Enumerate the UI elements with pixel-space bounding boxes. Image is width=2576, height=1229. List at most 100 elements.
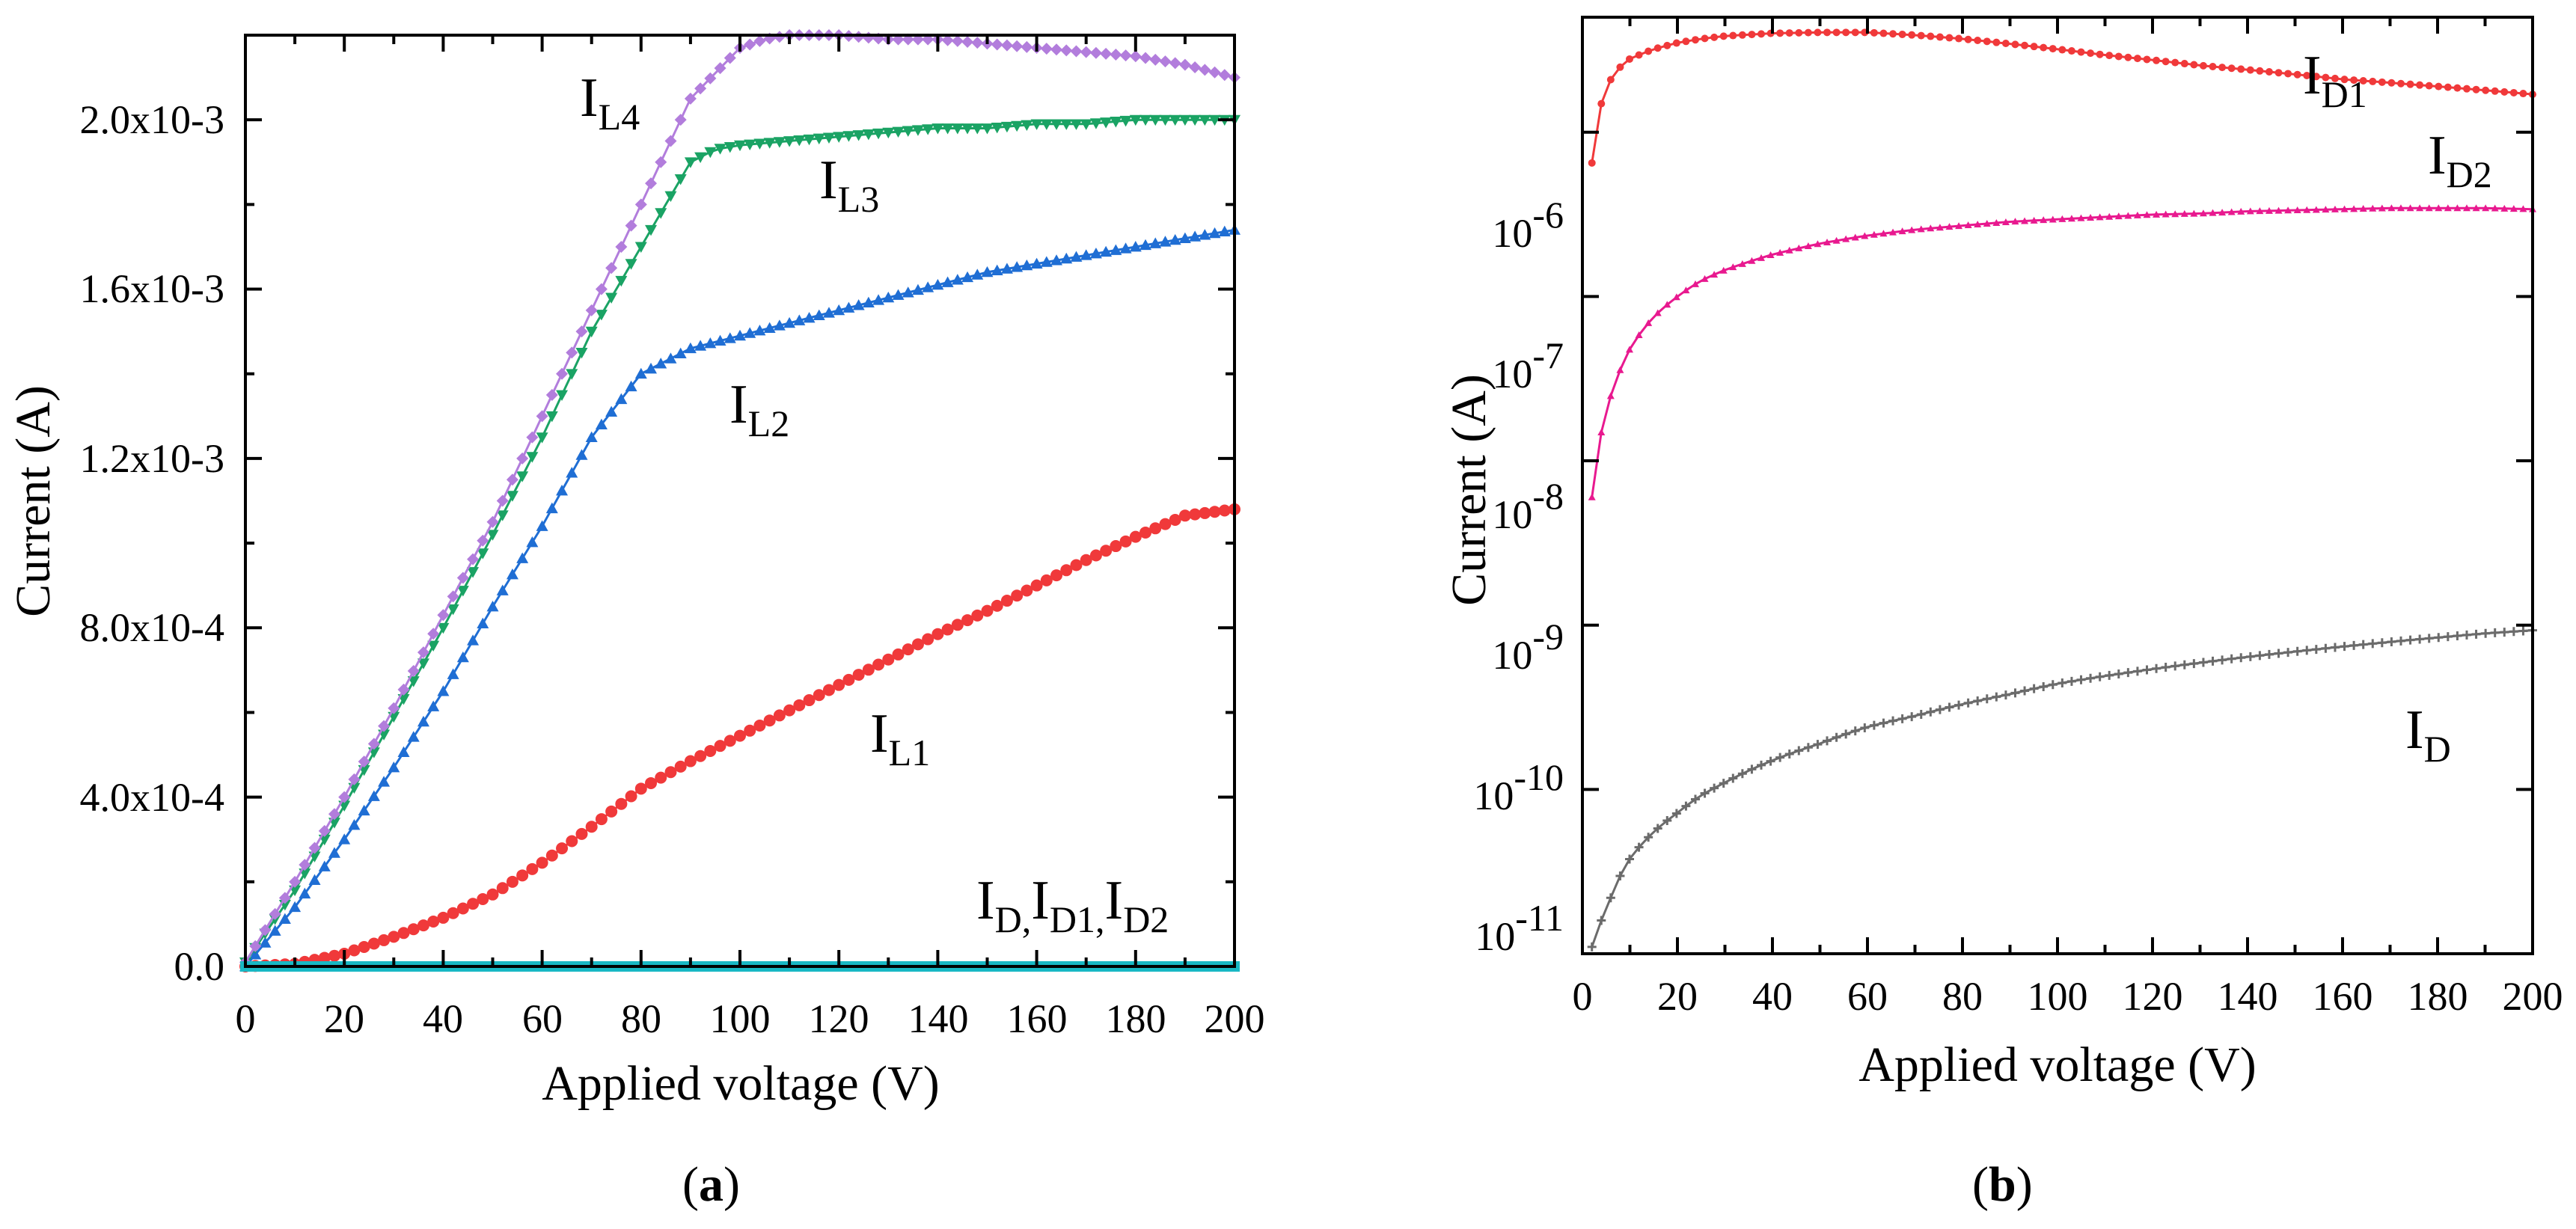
panel-a-data-point-IL4 <box>328 808 340 821</box>
panel-a-data-point-IL4 <box>645 177 658 190</box>
panel-b-data-point-ID <box>2123 668 2133 678</box>
panel-a-data-point-IL4 <box>773 31 786 43</box>
panel-b-data-point-ID1 <box>2312 73 2320 81</box>
panel-b-data-point-ID <box>2509 627 2518 637</box>
panel-a-data-point-IL1 <box>852 669 865 681</box>
panel-a-data-point-IL2 <box>615 393 628 405</box>
panel-b-data-point-ID <box>1691 794 1700 804</box>
panel-a-data-point-IL3 <box>655 208 667 219</box>
panel-a-data-point-IL4 <box>655 156 667 168</box>
panel-b-data-point-ID1 <box>1645 47 1653 55</box>
panel-a-data-point-IL3 <box>447 604 459 616</box>
panel-a-ytick-label: 2.0x10-3 <box>80 97 224 142</box>
panel-b-data-point-ID2 <box>1917 225 1925 233</box>
panel-b-data-point-ID1 <box>2491 87 2499 95</box>
panel-a-data-point-IL2 <box>269 925 281 936</box>
panel-a-data-point-IL2 <box>773 319 786 331</box>
panel-b-data-point-ID1 <box>2114 52 2123 61</box>
panel-a-data-point-IL2 <box>763 322 776 334</box>
panel-a-data-point-IL3 <box>477 548 489 560</box>
panel-a-data-point-IL4 <box>1000 39 1013 52</box>
panel-a-data-point-IL4 <box>1199 64 1211 76</box>
panel-b-data-point-ID1 <box>2001 40 2010 48</box>
panel-a-data-point-IL3 <box>456 586 469 597</box>
panel-b-label-ID: ID <box>2405 699 2451 770</box>
panel-a-data-point-IL1 <box>664 766 677 779</box>
panel-b-data-point-ID <box>2518 626 2528 636</box>
panel-a-data-point-IL4 <box>684 92 697 105</box>
panel-a-xtick-label: 200 <box>1205 996 1265 1041</box>
panel-a-data-point-IL2 <box>882 291 895 303</box>
panel-a-data-point-IL1 <box>1089 549 1102 562</box>
panel-b-xtick-label: 80 <box>1942 974 1983 1019</box>
panel-a-data-point-IL1 <box>615 797 628 810</box>
panel-b-data-point-ID2 <box>1945 223 1954 230</box>
panel-a-data-point-IL2 <box>496 584 509 595</box>
panel-a-data-point-IL3 <box>1050 119 1063 130</box>
panel-a-ytick-label: 8.0x10-4 <box>80 605 224 650</box>
panel-b-data-point-ID <box>2302 646 2312 655</box>
panel-b-data-point-ID2 <box>1692 280 1700 287</box>
panel-a-data-point-IL2 <box>852 299 865 310</box>
panel-a-data-point-IL2 <box>744 327 756 338</box>
panel-b-data-point-ID2 <box>2293 206 2301 214</box>
panel-a-data-point-IL3 <box>1080 119 1092 130</box>
panel-a-data-point-IL3 <box>1030 119 1043 130</box>
panel-a-data-point-IL2 <box>486 600 499 612</box>
panel-a-data-point-IL2 <box>813 309 825 321</box>
panel-b-data-point-ID <box>1850 726 1860 736</box>
panel-b-data-point-ID <box>2227 654 2236 663</box>
panel-a-data-point-IL4 <box>437 609 450 622</box>
panel-a-data-point-IL3 <box>931 123 944 135</box>
panel-b-data-point-ID2 <box>1719 266 1728 274</box>
panel-b-data-point-ID2 <box>1653 309 1662 316</box>
panel-b-label-ID1: ID1 <box>2303 45 2367 115</box>
panel-a-data-point-IL4 <box>961 36 974 49</box>
panel-a-data-point-IL4 <box>358 756 370 768</box>
panel-a-data-point-IL1 <box>1159 518 1172 530</box>
panel-a-data-point-IL1 <box>734 729 746 742</box>
panel-b-data-point-ID <box>2198 658 2208 667</box>
panel-a-data-point-IL3 <box>605 292 618 304</box>
panel-a-data-point-IL4 <box>506 473 518 486</box>
panel-b-data-point-ID1 <box>2462 85 2471 93</box>
panel-a-data-point-IL1 <box>496 882 509 895</box>
panel-b-data-point-ID <box>1926 707 1936 717</box>
panel-a-data-point-IL3 <box>556 390 569 402</box>
panel-b-data-point-ID1 <box>2378 78 2386 86</box>
panel-b-data-point-ID <box>2029 684 2039 693</box>
panel-a-data-point-IL2 <box>902 286 914 298</box>
panel-b-xtick-label: 120 <box>2123 974 2183 1019</box>
panel-a-data-point-IL1 <box>575 827 588 840</box>
panel-a-data-point-IL1 <box>585 821 598 833</box>
panel-b-data-point-ID <box>1587 942 1597 951</box>
panel-b-x-ticks <box>1581 17 2534 954</box>
panel-b-data-point-ID2 <box>1701 275 1709 282</box>
panel-a-data-point-IL2 <box>1139 239 1152 251</box>
panel-a-data-point-IL2 <box>1000 263 1013 274</box>
panel-b-data-point-ID2 <box>2396 204 2405 212</box>
panel-b-data-point-ID <box>2152 663 2162 673</box>
panel-b-xtick-label: 100 <box>2028 974 2088 1019</box>
panel-b-data-point-ID2 <box>1597 428 1606 435</box>
panel-a-data-point-IL4 <box>1070 45 1083 58</box>
panel-b-data-point-ID <box>2218 655 2227 665</box>
panel-b-xtick-label: 200 <box>2503 974 2563 1019</box>
panel-b-ytick-label: 10-6 <box>1492 194 1564 256</box>
panel-b-data-point-ID1 <box>2067 47 2075 55</box>
panel-b-data-point-ID1 <box>2030 43 2038 51</box>
panel-a-data-point-IL2 <box>1110 244 1122 255</box>
panel-a-data-point-IL2 <box>477 617 489 629</box>
panel-b-data-point-ID <box>1916 709 1926 719</box>
panel-a-data-point-IL2 <box>378 776 391 787</box>
panel-a-data-point-IL2 <box>536 520 548 531</box>
panel-b-data-point-ID <box>2010 688 2020 698</box>
panel-b-data-point-ID <box>2066 676 2076 686</box>
panel-a-data-point-IL3 <box>941 123 954 135</box>
panel-a-data-point-IL1 <box>961 614 974 627</box>
panel-b-data-point-ID2 <box>2021 217 2029 224</box>
panel-a-data-point-IL3 <box>981 123 994 135</box>
panel-a-data-point-IL2 <box>803 312 816 323</box>
panel-b-data-point-ID2 <box>2509 205 2518 212</box>
panel-b-data-point-ID2 <box>1908 226 1916 233</box>
